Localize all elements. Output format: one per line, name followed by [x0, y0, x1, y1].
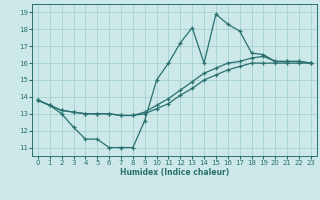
X-axis label: Humidex (Indice chaleur): Humidex (Indice chaleur) [120, 168, 229, 177]
